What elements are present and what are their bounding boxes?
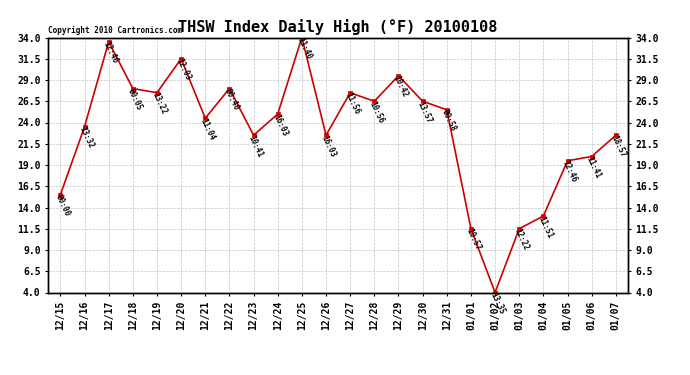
Text: 12:22: 12:22 [513,227,531,252]
Text: 18:57: 18:57 [609,134,627,159]
Text: 12:46: 12:46 [561,159,579,184]
Text: 10:42: 10:42 [392,74,410,99]
Text: 10:41: 10:41 [247,134,265,159]
Text: 16:03: 16:03 [271,112,289,137]
Text: 12:03: 12:03 [175,57,193,82]
Text: 00:58: 00:58 [440,108,458,133]
Title: THSW Index Daily High (°F) 20100108: THSW Index Daily High (°F) 20100108 [179,19,497,35]
Text: 11:41: 11:41 [585,155,603,180]
Text: 11:51: 11:51 [537,214,555,239]
Text: 10:56: 10:56 [368,100,386,124]
Text: 13:22: 13:22 [150,92,168,116]
Text: 13:32: 13:32 [78,125,96,150]
Text: 00:40: 00:40 [223,87,241,112]
Text: Copyright 2010 Cartronics.com: Copyright 2010 Cartronics.com [48,26,182,35]
Text: 13:35: 13:35 [489,291,506,316]
Text: 11:56: 11:56 [344,92,362,116]
Text: 00:00: 00:00 [54,194,72,218]
Text: 12:46: 12:46 [102,40,120,65]
Text: 13:57: 13:57 [416,100,434,124]
Text: 11:04: 11:04 [199,117,217,142]
Text: 00:05: 00:05 [126,87,144,112]
Text: 11:40: 11:40 [295,36,313,61]
Text: 16:03: 16:03 [319,134,337,159]
Text: 10:57: 10:57 [464,227,482,252]
